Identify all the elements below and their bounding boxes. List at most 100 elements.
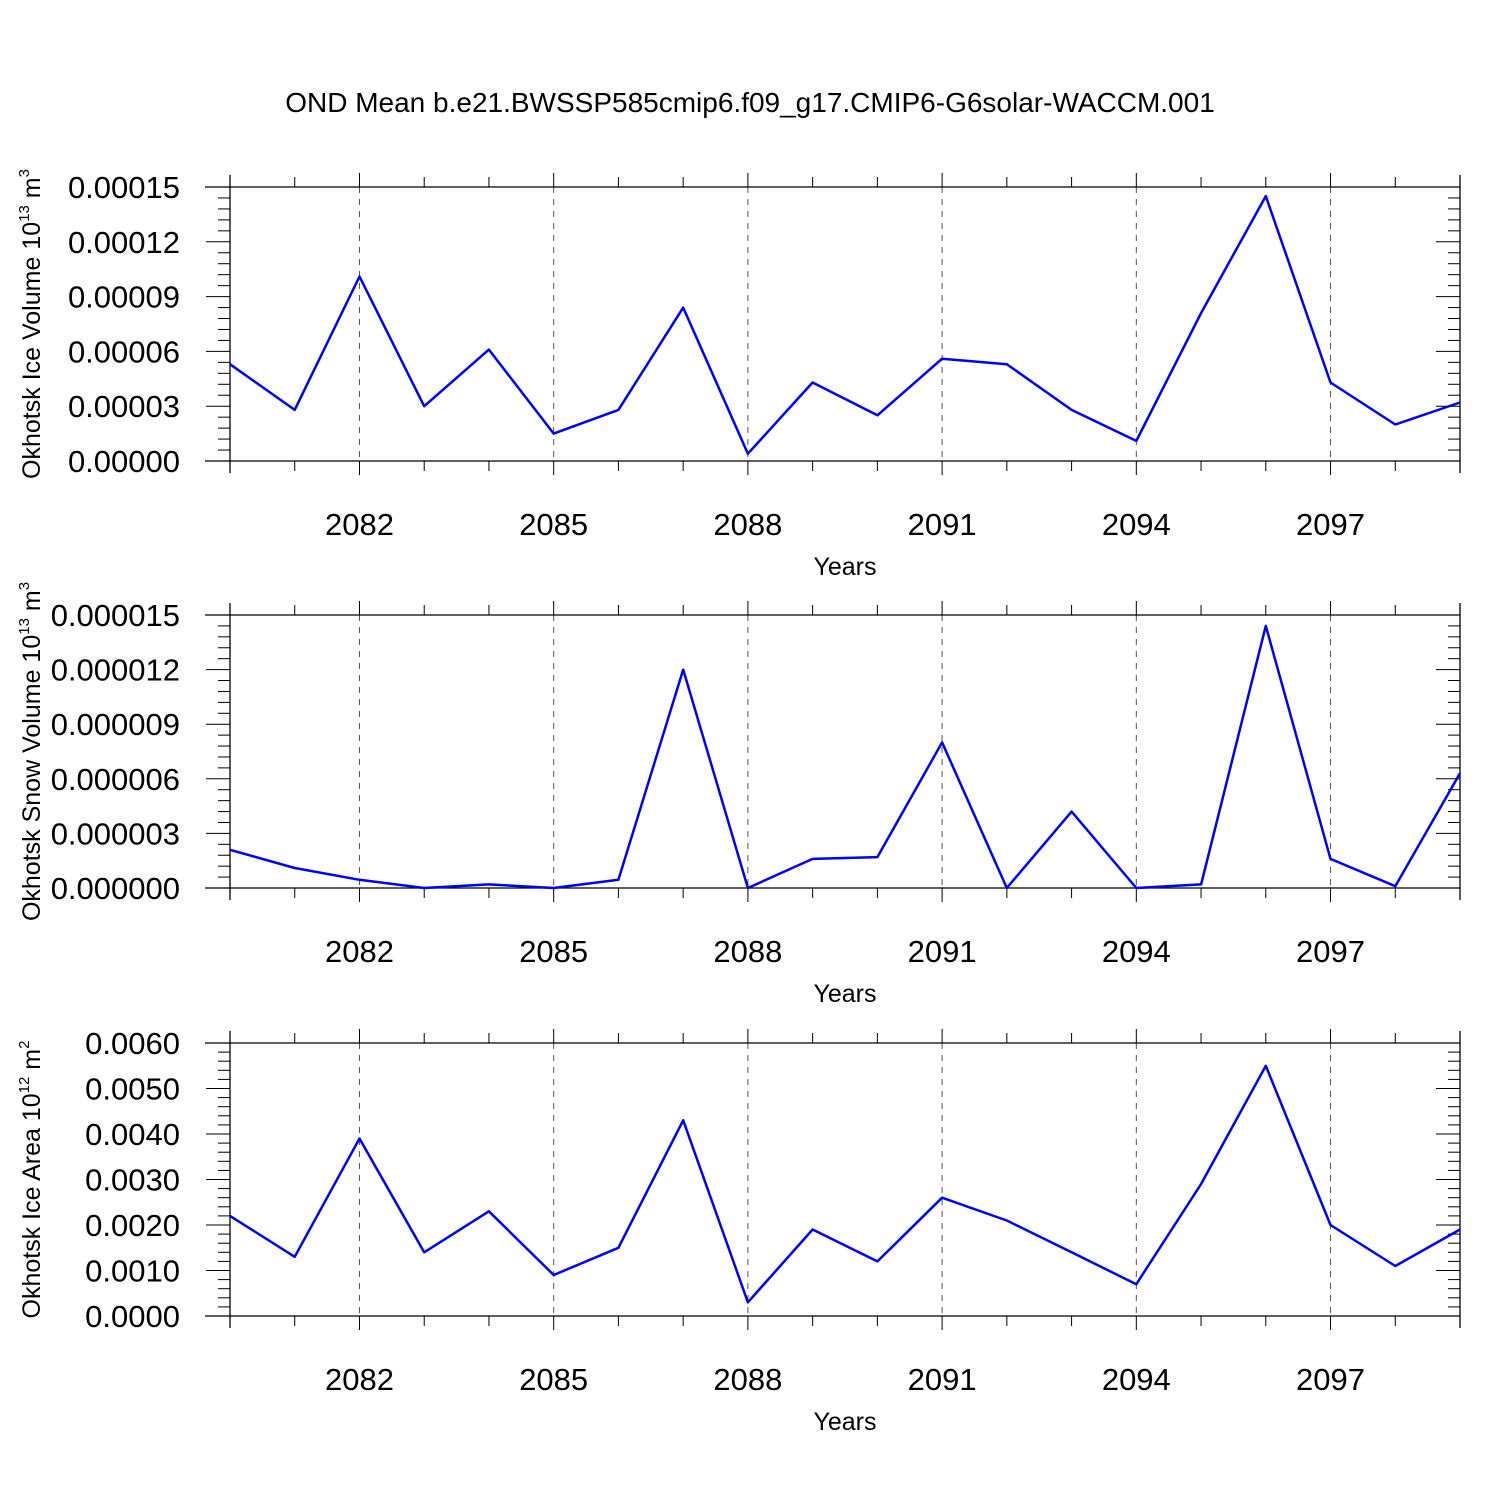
y-tick-label: 0.0050	[85, 1072, 180, 1107]
data-point	[1199, 1182, 1203, 1186]
y-tick-label: 0.0020	[85, 1208, 180, 1243]
data-point	[1134, 1282, 1138, 1286]
data-point	[746, 1300, 750, 1304]
y-axis-label: Okhotsk Ice Volume 1013 m3	[16, 169, 46, 479]
data-point	[1005, 362, 1009, 366]
data-point	[811, 857, 815, 861]
data-point	[228, 362, 232, 366]
y-tick-label: 0.00012	[68, 225, 180, 260]
series-line	[229, 1064, 1461, 1304]
x-tick-label: 2097	[1296, 507, 1365, 542]
x-tick-label: 2091	[908, 507, 977, 542]
data-point	[1005, 886, 1009, 890]
y-tick-label: 0.00009	[68, 280, 180, 315]
y-axis-label: Okhotsk Ice Area 1012 m2	[16, 1041, 46, 1319]
data-point	[1393, 1264, 1397, 1268]
data-point	[616, 408, 620, 412]
data-point	[1329, 1223, 1333, 1227]
x-axis-label: Years	[813, 980, 876, 1008]
y-axis-label: Okhotsk Snow Volume 1013 m3	[16, 582, 46, 921]
data-point	[1329, 380, 1333, 384]
x-axis-label: Years	[813, 1408, 876, 1436]
data-point	[1458, 1228, 1462, 1232]
x-tick-label: 2097	[1296, 1362, 1365, 1397]
data-point	[940, 357, 944, 361]
x-tick-label: 2085	[519, 1362, 588, 1397]
data-point	[616, 878, 620, 882]
y-tick-label: 0.000009	[51, 707, 180, 742]
y-tick-label: 0.0040	[85, 1117, 180, 1152]
data-point	[616, 1246, 620, 1250]
data-point	[293, 408, 297, 412]
data-point	[552, 886, 556, 890]
data-point	[681, 306, 685, 310]
data-point	[357, 878, 361, 882]
data-point	[422, 886, 426, 890]
data-point	[1393, 422, 1397, 426]
y-tick-label: 0.000003	[51, 816, 180, 851]
data-point	[1005, 1218, 1009, 1222]
chart-panel-2: 0.000000 0.000003 0.000006 0.000009 0.000012…	[16, 582, 1462, 1008]
x-tick-label: 2082	[325, 934, 394, 969]
data-point	[940, 1196, 944, 1200]
x-tick-label: 2082	[325, 1362, 394, 1397]
y-tick-label: 0.000006	[51, 762, 180, 797]
data-point	[1393, 884, 1397, 888]
x-tick-label: 2088	[713, 507, 782, 542]
data-point	[746, 886, 750, 890]
y-tick-label: 0.0030	[85, 1163, 180, 1198]
data-point	[875, 855, 879, 859]
data-point	[1199, 311, 1203, 315]
chart-panel-3: 0.0000 0.0010 0.0020 0.0030 0.0040 0.0050 0.00…	[16, 1026, 1462, 1436]
data-point	[811, 380, 815, 384]
x-tick-label: 2097	[1296, 934, 1365, 969]
data-point	[487, 882, 491, 886]
data-point	[1264, 1064, 1268, 1068]
data-point	[228, 848, 232, 852]
data-point	[1134, 886, 1138, 890]
data-point	[681, 1118, 685, 1122]
data-point	[1264, 624, 1268, 628]
data-point	[1134, 439, 1138, 443]
y-tick-label: 0.00015	[68, 170, 180, 205]
x-tick-label: 2091	[908, 934, 977, 969]
data-point	[811, 1228, 815, 1232]
data-point	[1329, 857, 1333, 861]
x-tick-label: 2085	[519, 507, 588, 542]
data-point	[1199, 882, 1203, 886]
series-line	[229, 194, 1461, 455]
data-point	[487, 348, 491, 352]
data-point	[875, 413, 879, 417]
y-tick-label: 0.00006	[68, 334, 180, 369]
x-axis-label: Years	[813, 553, 876, 581]
data-point	[422, 1250, 426, 1254]
x-tick-label: 2094	[1102, 1362, 1171, 1397]
data-point	[681, 668, 685, 672]
data-point	[552, 432, 556, 436]
y-tick-label: 0.00000	[68, 444, 180, 479]
data-point	[1070, 1250, 1074, 1254]
x-tick-label: 2088	[713, 1362, 782, 1397]
data-point	[293, 1255, 297, 1259]
data-point	[940, 740, 944, 744]
y-tick-label: 0.0060	[85, 1026, 180, 1061]
data-point	[357, 1137, 361, 1141]
x-tick-label: 2091	[908, 1362, 977, 1397]
y-tick-label: 0.0010	[85, 1254, 180, 1289]
data-point	[487, 1209, 491, 1213]
data-point	[1458, 771, 1462, 775]
data-point	[1070, 408, 1074, 412]
data-point	[746, 452, 750, 456]
data-point	[1264, 194, 1268, 198]
chart-title: OND Mean b.e21.BWSSP585cmip6.f09_g17.CMI…	[285, 87, 1215, 118]
x-tick-label: 2094	[1102, 934, 1171, 969]
y-tick-label: 0.000012	[51, 653, 180, 688]
data-point	[875, 1259, 879, 1263]
y-tick-label: 0.000000	[51, 871, 180, 906]
series-line	[229, 624, 1462, 890]
x-tick-label: 2085	[519, 934, 588, 969]
y-tick-label: 0.000015	[51, 598, 180, 633]
x-tick-label: 2082	[325, 507, 394, 542]
data-point	[357, 275, 361, 279]
